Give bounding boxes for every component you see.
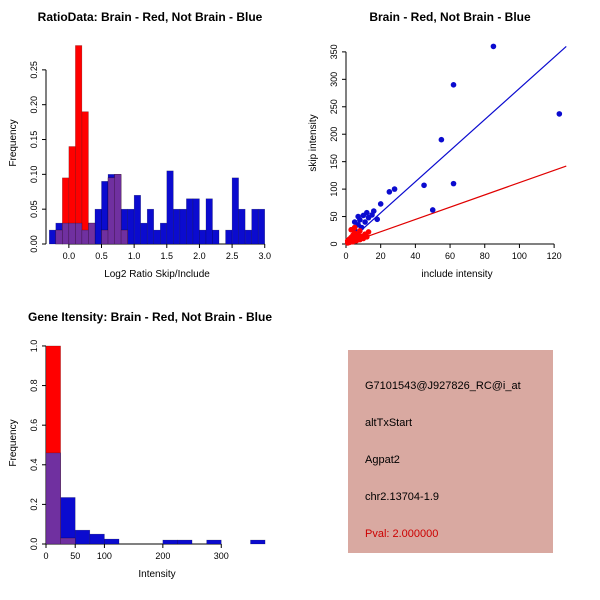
svg-text:0.8: 0.8 (29, 379, 39, 392)
svg-text:1.5: 1.5 (161, 251, 174, 261)
svg-text:40: 40 (410, 251, 420, 261)
svg-text:0.2: 0.2 (29, 498, 39, 511)
svg-text:0.25: 0.25 (29, 61, 39, 79)
svg-text:50: 50 (70, 551, 80, 561)
alt-event-text: altTxStart (365, 417, 413, 429)
svg-text:0.05: 0.05 (29, 200, 39, 218)
svg-text:0: 0 (329, 241, 339, 246)
svg-text:skip intensity: skip intensity (308, 114, 319, 171)
svg-text:Intensity: Intensity (138, 569, 175, 580)
gene-name-text: Agpat2 (365, 454, 400, 466)
svg-text:2.5: 2.5 (226, 251, 239, 261)
svg-text:100: 100 (97, 551, 112, 561)
svg-text:0.20: 0.20 (29, 96, 39, 114)
panel-gene-histogram: Gene Itensity: Brain - Red, Not Brain - … (0, 300, 300, 600)
svg-text:0.4: 0.4 (29, 459, 39, 472)
intensity-scatter-chart: 0 20 40 60 80 100 120 0 50 100 150 200 250 300 350 incl… (308, 43, 567, 280)
gene-histogram-title: Gene Itensity: Brain - Red, Not Brain - … (27, 310, 273, 324)
svg-text:0.0: 0.0 (63, 251, 76, 261)
svg-text:include intensity: include intensity (421, 269, 492, 280)
svg-text:0.5: 0.5 (95, 251, 108, 261)
svg-text:200: 200 (155, 551, 170, 561)
svg-text:Frequency: Frequency (8, 419, 19, 466)
svg-text:350: 350 (329, 44, 339, 59)
svg-text:0: 0 (343, 251, 348, 261)
scatter-title: Brain - Red, Not Brain - Blue (369, 10, 531, 24)
pval-text: Pval: 2.000000 (365, 528, 439, 540)
svg-text:0.6: 0.6 (29, 419, 39, 432)
svg-text:100: 100 (512, 251, 527, 261)
svg-text:1.0: 1.0 (128, 251, 141, 261)
ratio-histogram-chart: 0.0 0.5 1.0 1.5 2.0 2.5 3.0 0.00 0.05 0.10 0.15 0.2… (8, 45, 271, 280)
svg-text:20: 20 (376, 251, 386, 261)
svg-text:50: 50 (329, 212, 339, 222)
svg-text:3.0: 3.0 (258, 251, 271, 261)
svg-text:300: 300 (214, 551, 229, 561)
svg-text:0: 0 (43, 551, 48, 561)
svg-text:0.10: 0.10 (29, 166, 39, 184)
ratio-histogram-title: RatioData: Brain - Red, Not Brain - Blue (37, 10, 263, 24)
svg-text:2.0: 2.0 (193, 251, 206, 261)
panel-gene-info: G7101543@J927826_RC@i_at altTxStart Agpa… (300, 300, 600, 600)
svg-text:150: 150 (329, 154, 339, 169)
svg-text:0.0: 0.0 (29, 538, 39, 551)
svg-text:Log2 Ratio Skip/Include: Log2 Ratio Skip/Include (104, 269, 210, 280)
svg-text:200: 200 (329, 127, 339, 142)
svg-text:60: 60 (445, 251, 455, 261)
svg-text:80: 80 (480, 251, 490, 261)
panel-ratio-histogram: RatioData: Brain - Red, Not Brain - Blue… (0, 0, 300, 300)
info-box: G7101543@J927826_RC@i_at altTxStart Agpa… (348, 350, 553, 553)
svg-text:0.15: 0.15 (29, 131, 39, 149)
svg-text:250: 250 (329, 99, 339, 114)
chromosome-text: chr2.13704-1.9 (365, 491, 439, 503)
svg-text:0.00: 0.00 (29, 235, 39, 253)
gene-histogram-chart: 0 50 100 200 300 0.0 0.2 0.4 0.6 0.8 1.0 Intensity F… (8, 340, 266, 580)
probe-id-text: G7101543@J927826_RC@i_at (365, 380, 521, 392)
svg-text:Frequency: Frequency (8, 119, 19, 166)
svg-text:120: 120 (547, 251, 562, 261)
svg-text:1.0: 1.0 (29, 340, 39, 353)
panel-intensity-scatter: Brain - Red, Not Brain - Blue 0 20 40 60 80 1… (300, 0, 600, 300)
svg-text:100: 100 (329, 182, 339, 197)
svg-text:300: 300 (329, 72, 339, 87)
